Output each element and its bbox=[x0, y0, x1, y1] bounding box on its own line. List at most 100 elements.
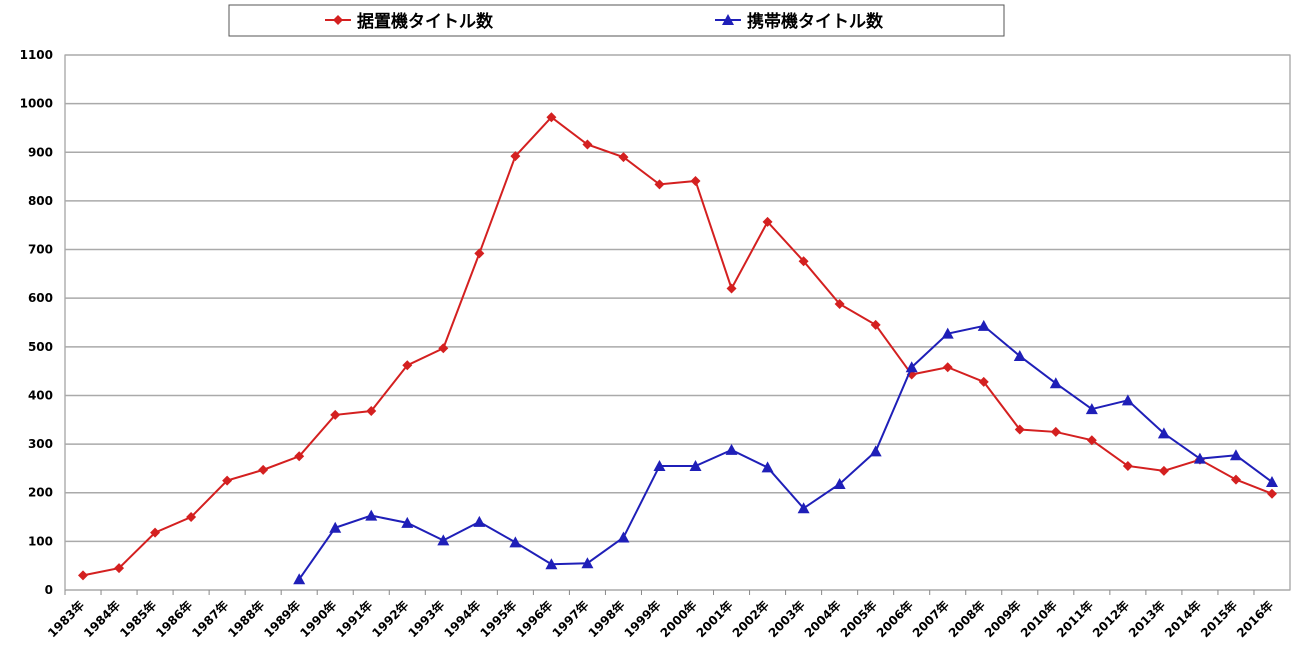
x-tick-label: 1995年 bbox=[477, 598, 520, 641]
x-tick-label: 1997年 bbox=[549, 598, 592, 641]
point bbox=[294, 451, 305, 462]
point bbox=[329, 521, 342, 533]
x-tick-label: 2013年 bbox=[1125, 598, 1168, 641]
line bbox=[298, 324, 1273, 580]
x-tick-label: 2007年 bbox=[909, 598, 952, 641]
x-tick-label: 1990年 bbox=[297, 598, 340, 641]
x-tick-label: 2002年 bbox=[729, 598, 772, 641]
legend-marker bbox=[722, 14, 734, 25]
y-tick-label: 400 bbox=[28, 388, 53, 402]
legend-label: 据置機タイトル数 bbox=[357, 11, 494, 32]
plot-area bbox=[64, 54, 1291, 591]
point bbox=[330, 409, 341, 420]
x-tick-label: 2008年 bbox=[945, 598, 988, 641]
point bbox=[1122, 460, 1133, 471]
point bbox=[726, 283, 737, 294]
x-tick-label: 1985年 bbox=[116, 598, 159, 641]
point bbox=[510, 151, 521, 162]
y-tick-label: 1000 bbox=[20, 97, 53, 111]
legend-label: 携帯機タイトル数 bbox=[747, 11, 884, 32]
point bbox=[1050, 426, 1061, 437]
y-tick-label: 500 bbox=[28, 340, 53, 354]
point bbox=[546, 112, 557, 123]
y-tick-label: 200 bbox=[28, 486, 53, 500]
x-tick-label: 2003年 bbox=[765, 598, 808, 641]
x-tick-label: 2016年 bbox=[1233, 598, 1276, 641]
point bbox=[653, 459, 666, 471]
x-tick-label: 2000年 bbox=[657, 598, 700, 641]
point bbox=[186, 512, 197, 523]
point bbox=[1085, 403, 1098, 415]
x-tick-label: 1996年 bbox=[513, 598, 556, 641]
point bbox=[222, 475, 233, 486]
point bbox=[438, 343, 449, 354]
point bbox=[581, 557, 594, 569]
y-tick-label: 100 bbox=[28, 534, 53, 548]
point bbox=[1086, 435, 1097, 446]
x-tick-label: 2006年 bbox=[873, 598, 916, 641]
line bbox=[82, 115, 1273, 577]
x-tick-label: 1984年 bbox=[80, 598, 123, 641]
x-tick-label: 2009年 bbox=[981, 598, 1024, 641]
point bbox=[474, 248, 485, 259]
y-tick-label: 1100 bbox=[20, 48, 53, 62]
point bbox=[725, 443, 738, 455]
point bbox=[690, 175, 701, 186]
point bbox=[978, 376, 989, 387]
point bbox=[833, 477, 846, 489]
point bbox=[977, 319, 990, 331]
point bbox=[1013, 350, 1026, 362]
x-tick-label: 2012年 bbox=[1089, 598, 1132, 641]
x-tick-label: 1989年 bbox=[261, 598, 304, 641]
point bbox=[870, 319, 881, 330]
point bbox=[797, 502, 810, 514]
legend-box bbox=[228, 4, 1005, 37]
point bbox=[473, 515, 486, 527]
point bbox=[689, 459, 702, 471]
point bbox=[942, 362, 953, 373]
x-tick-label: 1983年 bbox=[44, 598, 87, 641]
y-tick-label: 700 bbox=[28, 243, 53, 257]
y-tick-label: 0 bbox=[45, 583, 53, 597]
point bbox=[545, 558, 558, 570]
x-tick-label: 1994年 bbox=[441, 598, 484, 641]
point bbox=[293, 573, 306, 585]
legend-marker bbox=[333, 15, 343, 25]
x-tick-label: 1988年 bbox=[225, 598, 268, 641]
point bbox=[618, 152, 629, 163]
point bbox=[941, 327, 954, 339]
point bbox=[1158, 465, 1169, 476]
point bbox=[509, 536, 522, 548]
point bbox=[1265, 476, 1278, 488]
point bbox=[150, 527, 161, 538]
point bbox=[1230, 474, 1241, 485]
point bbox=[366, 406, 377, 417]
point bbox=[798, 256, 809, 267]
point bbox=[834, 299, 845, 310]
x-tick-label: 2011年 bbox=[1053, 598, 1096, 641]
point bbox=[761, 461, 774, 473]
point bbox=[617, 531, 630, 543]
x-tick-label: 1991年 bbox=[333, 598, 376, 641]
point bbox=[78, 570, 89, 581]
point bbox=[401, 516, 414, 528]
x-tick-label: 2014年 bbox=[1161, 598, 1204, 641]
point bbox=[905, 361, 918, 373]
point bbox=[437, 534, 450, 546]
x-tick-label: 2001年 bbox=[693, 598, 736, 641]
y-tick-label: 600 bbox=[28, 291, 53, 305]
x-tick-label: 1992年 bbox=[369, 598, 412, 641]
point bbox=[1121, 394, 1134, 406]
point bbox=[365, 509, 378, 521]
x-tick-label: 1986年 bbox=[153, 598, 196, 641]
point bbox=[762, 216, 773, 227]
point bbox=[1266, 488, 1277, 499]
x-tick-label: 2010年 bbox=[1017, 598, 1060, 641]
point bbox=[402, 360, 413, 371]
x-tick-label: 1999年 bbox=[621, 598, 664, 641]
x-tick-label: 1998年 bbox=[585, 598, 628, 641]
point bbox=[582, 139, 593, 150]
x-tick-label: 1993年 bbox=[405, 598, 448, 641]
y-tick-label: 800 bbox=[28, 194, 53, 208]
point bbox=[654, 179, 665, 190]
